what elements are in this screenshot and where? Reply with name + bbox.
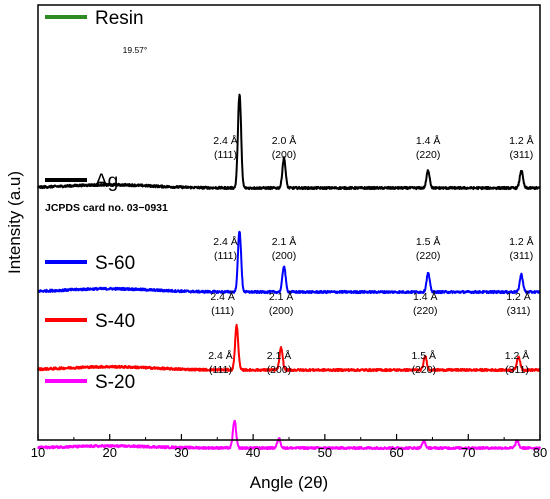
plot-lines bbox=[37, 93, 541, 451]
peak-hkl-label: (220) bbox=[412, 364, 437, 376]
resin-peak-label: 19.57° bbox=[123, 45, 148, 55]
peak-d-spacing-label: 1.4 Å bbox=[413, 290, 438, 303]
legend: Resin Ag S-60 S-40 S-20 bbox=[45, 8, 144, 393]
peak-d-spacing-label: 2.1 Å bbox=[267, 349, 292, 362]
peak-d-spacing-label: 1.2 Å bbox=[506, 290, 531, 303]
peak-d-spacing-label: 2.4 Å bbox=[213, 235, 238, 248]
peak-annotations: 19.57° 2.4 Å (111) 2.0 Å (200) 1.4 Å (220) 1.2 … bbox=[123, 45, 534, 376]
peak-hkl-label: (220) bbox=[416, 149, 441, 161]
x-tick-label: 30 bbox=[174, 445, 188, 460]
peak-hkl-label: (200) bbox=[269, 305, 294, 317]
peak-hkl-label: (311) bbox=[507, 305, 531, 317]
peak-hkl-label: (311) bbox=[509, 250, 533, 262]
x-tick-label: 10 bbox=[31, 445, 45, 460]
x-tick-label: 20 bbox=[102, 445, 116, 460]
jcpds-card-label: JCPDS card no. 03−0931 bbox=[45, 202, 168, 214]
peak-hkl-label: (111) bbox=[211, 305, 234, 317]
x-axis: 10 20 30 40 50 60 70 80 bbox=[31, 434, 547, 460]
series-line-s-20 bbox=[37, 419, 541, 451]
peak-hkl-label: (200) bbox=[272, 149, 297, 161]
peak-hkl-label: (311) bbox=[509, 149, 533, 161]
peak-hkl-label: (220) bbox=[416, 250, 441, 262]
legend-label-s-60: S-60 bbox=[95, 253, 135, 274]
peak-d-spacing-label: 1.2 Å bbox=[509, 134, 534, 147]
x-tick-label: 60 bbox=[389, 445, 403, 460]
peak-d-spacing-label: 2.4 Å bbox=[213, 134, 238, 147]
peak-d-spacing-label: 2.1 Å bbox=[272, 235, 297, 248]
peak-hkl-label: (200) bbox=[272, 250, 297, 262]
legend-label-ag: Ag bbox=[95, 171, 118, 192]
peak-d-spacing-label: 1.2 Å bbox=[505, 349, 530, 362]
x-tick-label: 70 bbox=[461, 445, 475, 460]
peak-hkl-label: (111) bbox=[214, 250, 237, 262]
peak-d-spacing-label: 1.5 Å bbox=[412, 349, 437, 362]
x-tick-label: 40 bbox=[246, 445, 260, 460]
peak-d-spacing-label: 1.2 Å bbox=[509, 235, 534, 248]
x-tick-label: 50 bbox=[318, 445, 332, 460]
peak-hkl-label: (111) bbox=[209, 364, 232, 376]
series-line-s-40 bbox=[37, 323, 541, 373]
series-line-ag bbox=[37, 93, 541, 191]
y-axis-title: Intensity (a.u) bbox=[5, 171, 24, 274]
legend-label-s-40: S-40 bbox=[95, 311, 135, 332]
peak-d-spacing-label: 2.0 Å bbox=[272, 134, 297, 147]
peak-d-spacing-label: 1.4 Å bbox=[416, 134, 441, 147]
legend-label-resin: Resin bbox=[95, 8, 144, 29]
peak-d-spacing-label: 2.1 Å bbox=[269, 290, 294, 303]
x-tick-label: 80 bbox=[533, 445, 547, 460]
legend-label-s-20: S-20 bbox=[95, 372, 135, 393]
x-axis-title: Angle (2θ) bbox=[250, 473, 328, 492]
peak-d-spacing-label: 1.5 Å bbox=[416, 235, 441, 248]
peak-hkl-label: (111) bbox=[214, 149, 237, 161]
peak-hkl-label: (220) bbox=[413, 305, 438, 317]
peak-d-spacing-label: 2.4 Å bbox=[210, 290, 235, 303]
peak-hkl-label: (200) bbox=[267, 364, 292, 376]
series-line-s-60 bbox=[37, 230, 541, 295]
peak-d-spacing-label: 2.4 Å bbox=[208, 349, 233, 362]
peak-hkl-label: (311) bbox=[505, 364, 529, 376]
